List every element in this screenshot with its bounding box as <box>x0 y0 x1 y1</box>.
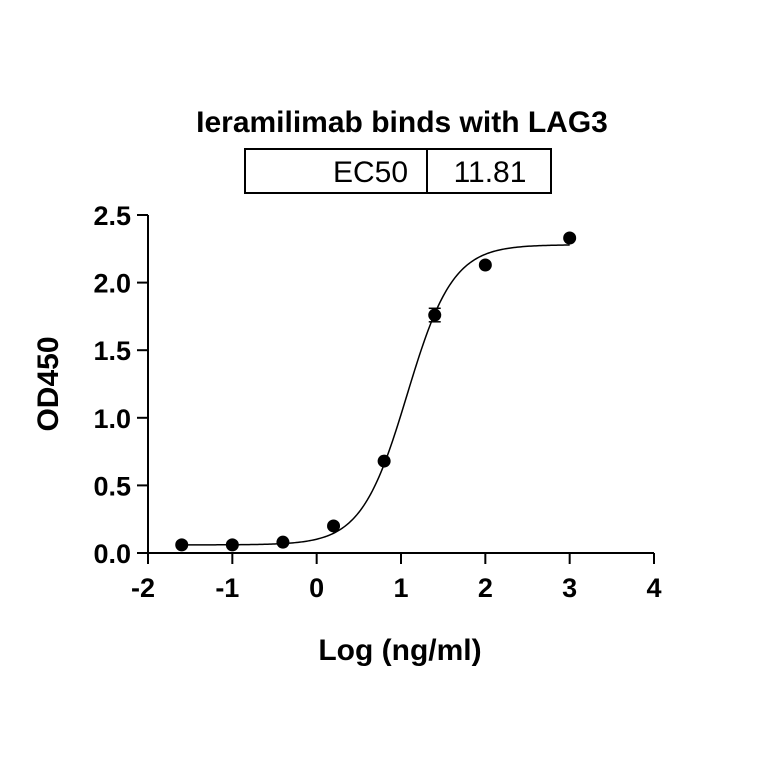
data-point <box>327 519 341 533</box>
x-axis-label: Log (ng/ml) <box>318 634 481 667</box>
x-tick-label: 2 <box>478 573 493 603</box>
ec50-table: EC50 11.81 <box>244 148 552 194</box>
data-point <box>563 231 577 245</box>
ec50-value: 11.81 <box>454 156 527 189</box>
x-tick-label: 1 <box>393 573 408 603</box>
y-tick-label: 1.5 <box>93 336 131 366</box>
y-axis-ticks: 0.0 0.5 1.0 1.5 2.0 2.5 <box>93 201 148 569</box>
data-point <box>225 538 239 552</box>
y-tick-label: 2.5 <box>93 201 131 231</box>
y-tick-label: 0.5 <box>93 471 131 501</box>
y-tick-label: 0.0 <box>93 539 131 569</box>
data-point <box>377 454 391 468</box>
ec50-table-border <box>244 148 552 194</box>
x-axis-ticks: -2 -1 0 1 2 3 4 <box>131 553 662 603</box>
data-point <box>428 308 442 322</box>
data-point <box>478 258 492 272</box>
y-tick-label: 1.0 <box>93 404 131 434</box>
data-point <box>175 538 189 552</box>
x-tick-label: 0 <box>309 573 324 603</box>
y-tick-label: 2.0 <box>93 269 131 299</box>
x-tick-label: 3 <box>562 573 577 603</box>
x-tick-label: -1 <box>215 573 239 603</box>
x-tick-label: 4 <box>646 573 661 603</box>
data-points <box>175 231 577 552</box>
x-tick-label: -2 <box>131 573 155 603</box>
data-point <box>276 535 290 549</box>
y-axis-label: OD450 <box>32 336 65 431</box>
ec50-label: EC50 <box>333 156 408 189</box>
fit-curve <box>181 244 570 546</box>
chart-title: Ieramilimab binds with LAG3 <box>196 106 608 139</box>
